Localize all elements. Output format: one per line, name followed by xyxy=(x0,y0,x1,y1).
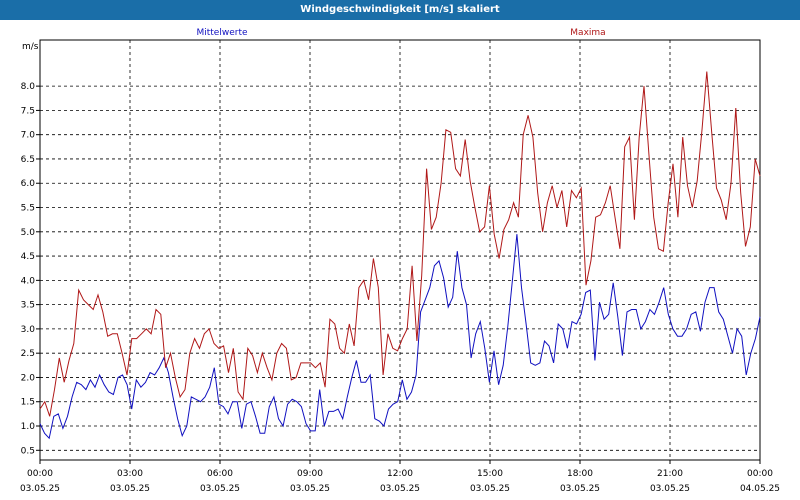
x-tick-date-label: 03.05.25 xyxy=(650,484,690,494)
x-tick-date-label: 03.05.25 xyxy=(20,484,60,494)
y-tick-label: 7.5 xyxy=(21,106,35,116)
y-tick-label: 6.5 xyxy=(21,155,35,165)
x-axis-ticks: 00:00 03.05.25 03:00 03.05.25 06:00 03.05.25 0… xyxy=(20,460,780,494)
x-tick-time-label: 09:00 xyxy=(297,469,323,479)
x-tick-time-label: 03:00 xyxy=(117,469,143,479)
x-tick-date-label: 03.05.25 xyxy=(200,484,240,494)
y-tick-label: 6.0 xyxy=(21,179,36,189)
x-tick-time-label: 21:00 xyxy=(657,469,683,479)
x-tick-time-label: 06:00 xyxy=(207,469,233,479)
x-tick-date-label: 03.05.25 xyxy=(110,484,150,494)
y-tick-label: 1.0 xyxy=(21,422,36,432)
x-tick-date-label: 03.05.25 xyxy=(380,484,420,494)
y-tick-label: 7.0 xyxy=(21,131,36,141)
y-tick-label: 2.0 xyxy=(21,373,36,383)
x-tick-time-label: 00:00 xyxy=(27,469,53,479)
legend-mittelwerte: Mittelwerte xyxy=(196,28,247,38)
y-tick-label: 2.5 xyxy=(21,349,35,359)
x-tick-date-label: 03.05.25 xyxy=(560,484,600,494)
y-tick-label: 5.0 xyxy=(21,228,36,238)
series-lines xyxy=(39,71,761,440)
y-axis-ticks: 0.5 1.0 1.5 2.0 2.5 3.0 3.5 4.0 4.5 5.0 5.5 6.0 6.5 7… xyxy=(21,82,40,456)
x-tick-time-label: 15:00 xyxy=(477,469,503,479)
y-tick-label: 3.0 xyxy=(21,325,36,335)
y-tick-label: 1.5 xyxy=(21,398,35,408)
series-line-maxima xyxy=(39,71,761,417)
y-tick-label: 8.0 xyxy=(21,82,36,92)
legend-maxima: Maxima xyxy=(570,28,605,38)
chart-title: Windgeschwindigkeit [m/s] skaliert xyxy=(0,0,800,20)
x-tick-time-label: 12:00 xyxy=(387,469,413,479)
line-chart: 0.5 1.0 1.5 2.0 2.5 3.0 3.5 4.0 4.5 5.0 5.5 6.0 6.5 7… xyxy=(20,28,780,494)
y-axis-unit-label: m/s xyxy=(22,42,39,52)
series-line-mittelwerte xyxy=(39,234,761,440)
y-tick-label: 5.5 xyxy=(21,204,35,214)
x-tick-date-label: 03.05.25 xyxy=(290,484,330,494)
x-tick-date-label: 04.05.25 xyxy=(740,484,780,494)
x-tick-time-label: 18:00 xyxy=(567,469,593,479)
y-tick-label: 4.0 xyxy=(21,276,36,286)
y-tick-label: 4.5 xyxy=(21,252,35,262)
x-tick-date-label: 03.05.25 xyxy=(470,484,510,494)
y-tick-label: 3.5 xyxy=(21,301,35,311)
y-tick-label: 0.5 xyxy=(21,446,35,456)
x-tick-time-label: 00:00 xyxy=(747,469,773,479)
